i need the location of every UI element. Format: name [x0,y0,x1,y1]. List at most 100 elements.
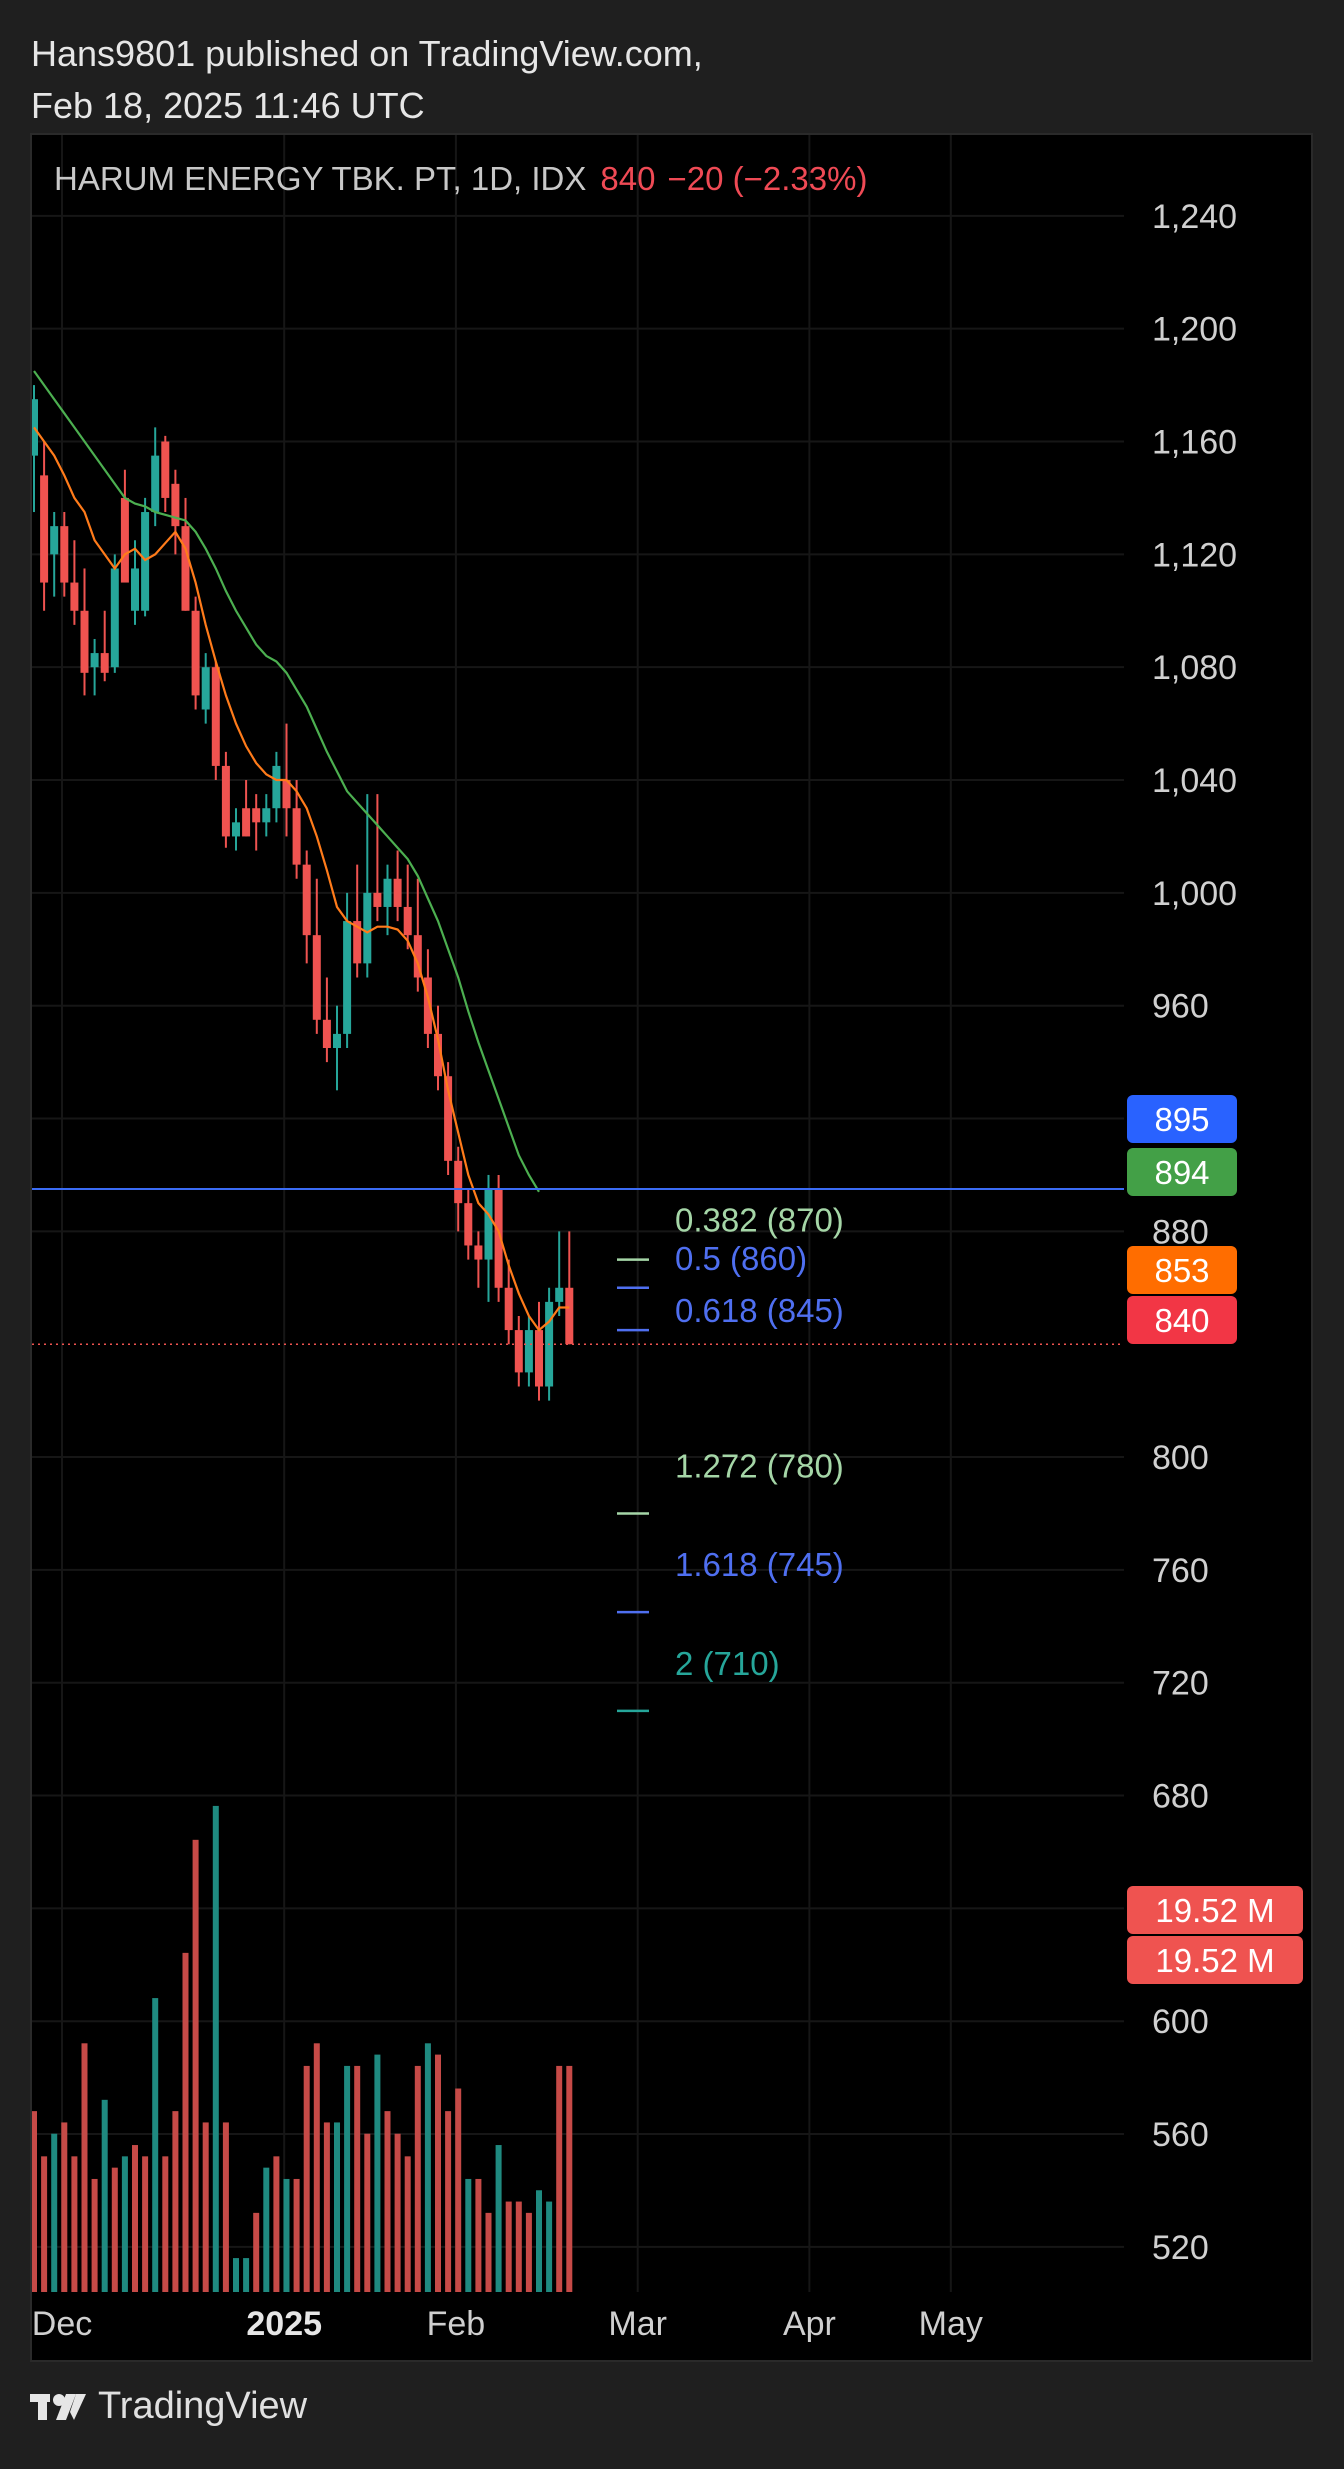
volume-bar [162,2156,169,2292]
fib-level-label: 0.382 (870) [675,1202,844,1239]
volume-bar [101,2099,108,2292]
volume-bar [414,2065,421,2292]
candles [32,385,574,1401]
time-axis-tick: Apr [783,2305,836,2343]
volume-bar [253,2212,260,2292]
volume-bar [212,1805,219,2292]
symbol-legend[interactable]: HARUM ENERGY TBK. PT, 1D, IDX 840 −20 (−2.… [54,160,867,198]
time-axis-tick: Dec [32,2305,92,2343]
price-axis-tick: 800 [1152,1439,1209,1477]
volume-bars [32,1805,573,2292]
candle-body [454,1160,463,1204]
candle-body [363,892,372,964]
candle-body [535,1330,543,1387]
tradingview-logo-icon [30,2393,86,2420]
volume-bar [394,2133,401,2292]
last-price: 840 [600,160,656,197]
price-axis-tick: 1,240 [1152,198,1237,236]
candle-body [504,1287,513,1331]
volume-bar [273,2156,280,2292]
chart-canvas[interactable]: 0.382 (870)0.5 (860) 0.618 (845) 1.272 (78… [32,135,1315,2364]
volume-bar [121,2156,128,2292]
volume-bar [424,2043,431,2292]
volume-bar [293,2178,300,2292]
price-axis-tick: 960 [1152,988,1209,1026]
volume-bar [344,2065,351,2292]
price-axis-tick: 560 [1152,2116,1209,2154]
volume-bar [323,2122,330,2292]
candle-body [191,610,200,696]
fib-level-label: 1.272 (780) [675,1447,844,1484]
candle-body [403,906,412,936]
candle-body [110,568,119,668]
candle-body [373,892,382,907]
symbol-name: HARUM ENERGY TBK. PT, 1D, IDX [54,160,587,197]
candle-body [393,878,402,907]
volume-bar [495,2145,502,2292]
candle-body [343,921,352,1034]
volume-bar [374,2054,381,2292]
volume-bar [303,2065,310,2292]
price-badges: 895 894 853 840 19.52 M 19.52 M [1127,1095,1303,1984]
chart-frame[interactable]: 0.382 (870) 0.5 (860) 0.618 (845) 1.272 (78… [30,133,1313,2362]
candle-body [221,765,230,837]
candle-body [423,977,432,1034]
candle-body [302,864,311,936]
time-axis-tick: May [919,2305,983,2343]
candle-body [181,526,190,611]
candle-body [80,610,89,673]
price-badge [1127,1095,1237,1143]
candle-body [242,808,251,837]
footer-branding: TradingView [30,2385,307,2428]
candle-body [494,1189,503,1288]
volume-bar [354,2065,361,2292]
volume-bar [152,1998,159,2292]
footer-brand: TradingView [98,2385,308,2427]
volume-bar [364,2133,371,2292]
candle-body [131,568,139,611]
candle-body [161,441,170,498]
candle-body [413,935,422,978]
fib-level-label: 0.5 (860) [675,1240,807,1277]
volume-bar [81,2043,88,2292]
price-axis-tick: 720 [1152,1665,1209,1703]
price-badge [1127,1148,1237,1196]
candle-body [484,1189,493,1260]
volume-bar [515,2201,522,2292]
candle-body [312,935,321,1020]
candle-body [322,1019,331,1049]
price-axis-tick: 1,120 [1152,536,1237,574]
volume-bar [263,2167,270,2292]
candle-body [40,475,49,583]
time-axis-tick: 2025 [246,2305,322,2343]
volume-bar [142,2156,149,2292]
volume-bar [313,2043,320,2292]
volume-bar [132,2145,138,2292]
volume-bar [445,2111,452,2292]
volume-bar [283,2178,290,2292]
price-badge [1127,1296,1237,1344]
volume-bar [465,2178,472,2292]
candle-body [474,1245,483,1260]
grid-lines [32,135,1124,2292]
candle-body [333,1033,341,1049]
volume-badge-label: 19.52 M [1155,1942,1274,1979]
candle-body [282,780,291,809]
volume-bar [111,2167,118,2292]
fib-level-label: 2 (710) [675,1645,780,1682]
price-axis-tick: 600 [1152,2003,1209,2041]
price-badge-label: 853 [1154,1252,1209,1289]
volume-bar [243,2258,250,2292]
volume-bar [435,2054,441,2292]
volume-bar [485,2212,492,2292]
publish-date: Feb 18, 2025 11:46 UTC [31,85,425,126]
time-axis-tick: Feb [427,2305,486,2343]
volume-bar [505,2201,512,2292]
fib-level-label: 1.618 (745) [675,1546,844,1583]
fib-levels: 0.382 (870)0.5 (860) 0.618 (845) 1.272 (78… [617,1202,844,1713]
volume-bar [556,2065,563,2292]
volume-bar [233,2258,239,2292]
candle-body [272,765,281,809]
price-badge-label: 895 [1154,1101,1209,1138]
price-axis-tick: 760 [1152,1552,1209,1590]
